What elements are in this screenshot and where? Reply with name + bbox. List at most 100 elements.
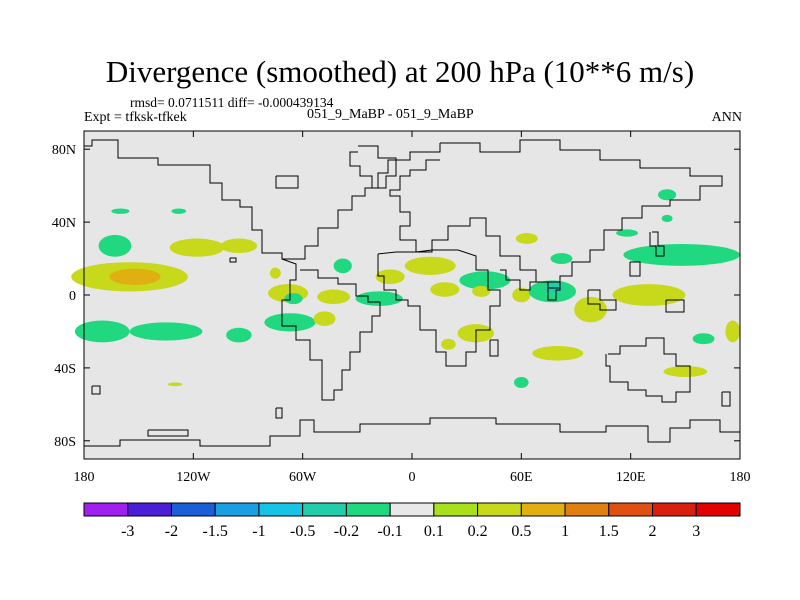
anomaly-region-10 (317, 289, 351, 305)
colorbar-label-4: -0.5 (290, 523, 315, 540)
axis-ticks (83, 131, 741, 459)
y-tick-label-3: 40S (54, 362, 76, 377)
colorbar-box-5 (302, 502, 347, 517)
anomaly-region-38 (441, 338, 456, 350)
coastline-ross-ice (147, 429, 189, 437)
y-tick-label-0: 80N (52, 143, 76, 158)
colorbar-box-14 (695, 502, 741, 517)
case-label: 051_9_MaBP - 051_9_MaBP (307, 107, 474, 122)
y-tick-label-1: 40N (52, 216, 76, 231)
coastline-south-america (281, 258, 381, 401)
anomaly-region-29 (661, 214, 673, 223)
anomaly-region-13 (313, 311, 336, 326)
anomaly-region-40 (171, 208, 187, 214)
anomaly-region-3 (169, 238, 225, 257)
coastline-madagascar (489, 339, 499, 357)
axis-tick-labels: 180 120W 60W 0 60E 120E 180 80N 40N 0 40S 80S (52, 143, 751, 485)
anomaly-region-20 (472, 285, 491, 297)
anomaly-region-27 (658, 189, 677, 201)
colorbar-box-10 (520, 502, 566, 517)
coastline-new-zealand (721, 391, 731, 407)
colorbar-box-1 (127, 502, 172, 517)
colorbar-label-10: 1 (561, 523, 569, 540)
colorbar-label-12: 2 (649, 523, 657, 540)
colorbar-label-3: -1 (252, 523, 265, 540)
anomaly-region-14 (269, 267, 281, 279)
colorbar-label-7: 0.1 (424, 523, 444, 540)
x-tick-label-5: 120E (616, 470, 646, 485)
anomaly-region-1 (109, 268, 161, 285)
colorbar-label-11: 1.5 (599, 523, 619, 540)
colorbar-box-6 (345, 502, 391, 517)
anomaly-region-11 (355, 291, 403, 306)
anomaly-region-15 (333, 258, 352, 274)
anomaly-region-41 (167, 382, 183, 387)
colorbar-label-8: 0.2 (468, 523, 488, 540)
coastline-hawaii (229, 257, 237, 263)
anomaly-region-4 (220, 238, 258, 254)
anomaly-region-37 (514, 377, 529, 388)
colorbar-box-0 (83, 502, 129, 517)
colorbar-box-13 (652, 502, 697, 517)
x-tick-label-3: 0 (409, 470, 416, 485)
coastline-indonesia (587, 289, 617, 311)
coastline-small-islands (91, 385, 101, 395)
colorbar-label-0: -3 (121, 523, 134, 540)
y-tick-label-2: 0 (69, 289, 76, 304)
coastline-africa (377, 249, 501, 367)
colorbar-box-11 (564, 502, 610, 517)
anomaly-region-21 (512, 287, 531, 303)
x-tick-label-0: 180 (74, 470, 95, 485)
y-tick-label-4: 80S (54, 435, 76, 450)
colorbar-box-3 (214, 502, 260, 517)
coastline-hudson (275, 175, 299, 189)
x-tick-label-6: 180 (730, 470, 751, 485)
anomaly-region-19 (459, 271, 511, 290)
anomaly-region-5 (74, 320, 130, 343)
anomaly-region-16 (375, 269, 405, 285)
anomaly-region-36 (692, 333, 715, 345)
anomaly-region-24 (574, 296, 607, 323)
colorbar-box-2 (170, 502, 216, 517)
coastline-japan (649, 231, 665, 257)
colorbar: -3 -2 -1.5 -1 -0.5 -0.2 -0.1 0.1 0.2 0.5 1 1.5 2 3 (83, 502, 741, 540)
colorbar-label-13: 3 (692, 523, 700, 540)
anomaly-region-6 (129, 322, 203, 341)
anomaly-region-31 (550, 253, 573, 265)
colorbar-label-6: -0.1 (377, 523, 402, 540)
anomaly-region-12 (264, 313, 316, 332)
anomaly-region-33 (532, 346, 584, 361)
x-tick-label-2: 60W (289, 470, 317, 485)
anomaly-region-25 (612, 284, 686, 306)
anomaly-region-26 (623, 243, 740, 266)
colorbar-box-12 (608, 502, 654, 517)
season-label: ANN (711, 110, 742, 125)
anomaly-region-34 (663, 366, 708, 377)
colorbar-box-4 (258, 502, 304, 517)
anomaly-regions (71, 189, 740, 388)
colorbar-label-2: -1.5 (203, 523, 228, 540)
coastline (84, 139, 740, 447)
coastline-greenland (349, 145, 397, 189)
anomaly-region-17 (404, 256, 456, 275)
coastline-new-guinea (665, 299, 685, 313)
colorbar-label-9: 0.5 (511, 523, 531, 540)
coastline-philippines (629, 261, 641, 277)
plot-title: Divergence (smoothed) at 200 hPa (10**6 … (105, 54, 695, 89)
x-tick-label-1: 120W (176, 470, 211, 485)
colorbar-label-1: -2 (165, 523, 178, 540)
anomaly-region-28 (616, 229, 638, 237)
colorbar-label-5: -0.2 (334, 523, 359, 540)
anomaly-region-9 (284, 293, 303, 305)
anomaly-region-7 (226, 327, 252, 343)
anomaly-region-30 (515, 233, 538, 244)
coastline-antarctica (84, 417, 740, 447)
anomaly-region-35 (725, 320, 740, 343)
anomaly-region-2 (98, 234, 132, 257)
x-tick-label-4: 60E (510, 470, 533, 485)
colorbar-box-8 (433, 502, 479, 517)
colorbar-box-9 (477, 502, 522, 517)
colorbar-box-7 (389, 502, 435, 517)
coastline-india (547, 281, 561, 301)
